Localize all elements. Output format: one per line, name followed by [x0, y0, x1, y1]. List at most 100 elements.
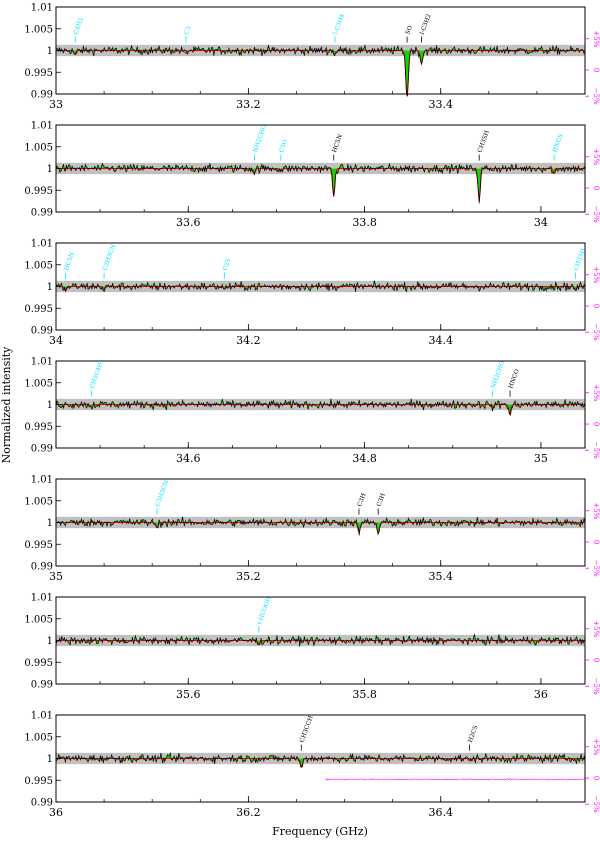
x-tick-label: 34.4 — [428, 334, 453, 347]
x-tick-label: 36.4 — [428, 806, 453, 819]
line-label: H2CS — [467, 724, 480, 743]
y-tick-label: 0.99 — [31, 326, 53, 337]
line-label: HC5N — [63, 251, 76, 271]
line-label: C3H3CN — [154, 479, 170, 507]
x-tick-label: 33.2 — [236, 98, 261, 111]
model-line — [56, 522, 585, 535]
y-tick-label: 1 — [47, 400, 53, 411]
residual-line — [325, 778, 586, 781]
y-tick-label: 1.005 — [24, 496, 53, 507]
model-line — [56, 168, 585, 202]
x-tick-label: 33.4 — [428, 98, 453, 111]
residual-tick-label: −5% — [592, 678, 600, 695]
x-tick-label: 33 — [49, 98, 63, 111]
y-tick-label: 0.995 — [24, 540, 53, 551]
spectrum-line — [55, 516, 586, 536]
line-label: t-HCOOH — [256, 596, 273, 626]
residual-tick-label: +5% — [592, 738, 600, 755]
y-tick-label: 0.995 — [24, 304, 53, 315]
x-tick-label: 33.8 — [352, 216, 377, 229]
line-label: HNCO — [507, 368, 520, 389]
line-label: C3H — [376, 492, 387, 507]
y-tick-label: 1 — [47, 46, 53, 57]
y-tick-label: 1 — [47, 754, 53, 765]
line-label: C2H3CN — [101, 243, 117, 271]
line-label: C3H — [356, 492, 367, 507]
x-tick-label: 34.8 — [352, 452, 377, 465]
model-line — [56, 50, 585, 97]
y-tick-label: 1.005 — [24, 378, 53, 389]
x-tick-label: 36.2 — [236, 806, 261, 819]
y-tick-label: 1.005 — [24, 24, 53, 35]
panel-4: CH3C4H NH2CHO HNCO 1.01 1.005 1 0.995 0.99 +5% 0 −… — [24, 357, 600, 466]
y-tick-label: 1.01 — [31, 121, 53, 132]
residual-tick-label: +5% — [592, 620, 600, 637]
residual-tick-label: 0 — [592, 540, 600, 544]
residual-tick-label: −5% — [592, 442, 600, 459]
residual-tick-label: 0 — [592, 186, 600, 190]
line-label: HC5N — [331, 133, 344, 153]
y-tick-label: 0.99 — [31, 680, 53, 691]
residual-tick-label: 0 — [592, 68, 600, 72]
y-tick-label: 1 — [47, 636, 53, 647]
line-label: NH2CHO — [490, 360, 507, 390]
spectrum-line — [55, 751, 586, 768]
x-tick-label: 35 — [49, 570, 63, 583]
y-tick-label: 0.995 — [24, 422, 53, 433]
y-tick-label: 1.01 — [31, 711, 53, 722]
spectrum-line — [55, 162, 586, 204]
y-tick-label: 1.005 — [24, 260, 53, 271]
residual-tick-label: 0 — [592, 304, 600, 308]
x-tick-label: 35.6 — [176, 688, 201, 701]
y-tick-label: 1.01 — [31, 357, 53, 368]
panel-3: HC5N C2H3CN C2S CH3SH1.011.00510.9950.99+5%… — [24, 239, 600, 348]
x-tick-label: 34 — [49, 334, 63, 347]
x-tick-label: 34.2 — [236, 334, 261, 347]
x-tick-label: 36 — [534, 688, 548, 701]
residual-tick-label: −5% — [592, 796, 600, 813]
residual-tick-label: −5% — [592, 560, 600, 577]
y-tick-label: 0.99 — [31, 90, 53, 101]
x-tick-label: 34 — [534, 216, 548, 229]
y-tick-label: 1.005 — [24, 142, 53, 153]
line-label: CH3CCH — [299, 715, 315, 744]
y-tick-label: 0.995 — [24, 68, 53, 79]
y-tick-label: 0.99 — [31, 444, 53, 455]
y-tick-label: 0.995 — [24, 186, 53, 197]
y-tick-label: 0.99 — [31, 562, 53, 573]
x-tick-label: 35 — [534, 452, 548, 465]
line-label: CH3SH — [477, 130, 491, 154]
y-tick-label: 1 — [47, 518, 53, 529]
spectrum-line — [55, 44, 586, 97]
residual-tick-label: 0 — [592, 776, 600, 780]
spectrum-line — [55, 398, 586, 415]
x-tick-label: 35.4 — [428, 570, 453, 583]
residual-tick-label: +5% — [592, 384, 600, 401]
x-tick-label: 36 — [49, 806, 63, 819]
residual-tick-label: −5% — [592, 88, 600, 105]
residual-tick-label: +5% — [592, 30, 600, 47]
y-tick-label: 1 — [47, 282, 53, 293]
residual-tick-label: +5% — [592, 148, 600, 165]
line-label: C4H2 — [73, 17, 86, 36]
y-axis-title: Normalized intensity — [0, 346, 13, 464]
spectrum-line — [55, 280, 586, 293]
x-tick-label: 33.6 — [176, 216, 201, 229]
residual-tick-label: −5% — [592, 206, 600, 223]
line-label: l-C3H4 — [332, 13, 346, 36]
x-axis-title: Frequency (GHz) — [272, 825, 368, 838]
line-label: l-C3H2 — [419, 13, 433, 36]
y-tick-label: 1.01 — [31, 239, 53, 250]
residual-tick-label: −5% — [592, 324, 600, 341]
panel-6: t-HCOOH 1.01 1.005 1 0.995 0.99 +5% 0 −5% 35.6 35.… — [24, 593, 600, 702]
panel-2: NH2CHO C5O HC5N CH3SH HNCS 1.01 1.005 1 0.995 0.9… — [24, 121, 600, 230]
y-tick-label: 1 — [47, 164, 53, 175]
residual-tick-label: 0 — [592, 658, 600, 662]
line-label: SO — [404, 25, 414, 36]
y-tick-label: 1.01 — [31, 475, 53, 486]
panels-group: C4H2 C3 l-C3H4 SO l-C3H2 1.01 1.005 1 0.995 0.99 +… — [24, 3, 600, 820]
x-tick-label: 34.6 — [176, 452, 201, 465]
line-label: C5O — [278, 139, 289, 154]
x-tick-label: 35.2 — [236, 570, 261, 583]
